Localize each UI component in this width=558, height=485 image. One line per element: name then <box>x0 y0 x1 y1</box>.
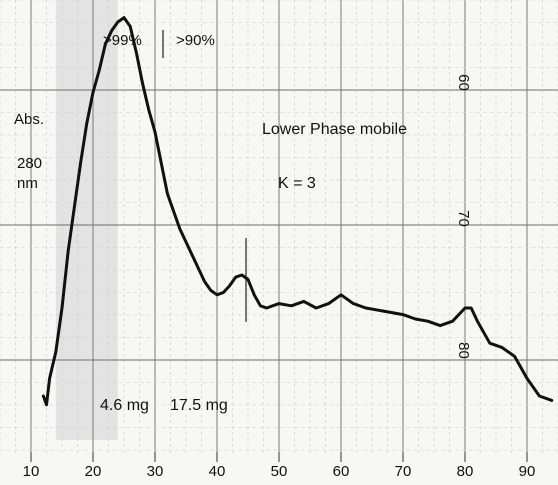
k-value-label: K = 3 <box>278 175 316 192</box>
absorbance-trace <box>41 16 554 407</box>
mass-left-label: 4.6 mg <box>100 397 149 414</box>
secondary-scale-70: 70 <box>454 210 472 227</box>
x-tick-label-30: 30 <box>146 463 164 480</box>
x-tick-label-40: 40 <box>208 463 226 480</box>
shaded-region <box>55 0 118 440</box>
x-tick-label-90: 90 <box>518 463 536 480</box>
mass-right-label: 17.5 mg <box>170 397 228 414</box>
tick-marks <box>30 452 528 462</box>
ylabel-line2: 280 <box>17 155 43 172</box>
purity-right-label: >90% <box>176 32 215 49</box>
ylabel: Abs. <box>14 111 45 128</box>
x-tick-label-80: 80 <box>456 463 474 480</box>
x-tick-label-20: 20 <box>84 463 102 480</box>
x-tick-label-70: 70 <box>394 463 412 480</box>
ylabel-line3: nm <box>17 175 38 192</box>
x-tick-label-60: 60 <box>332 463 350 480</box>
purity-left-label: >99% <box>103 32 142 49</box>
x-tick-label-50: 50 <box>270 463 288 480</box>
x-tick-label-10: 10 <box>22 463 40 480</box>
secondary-scale-80: 80 <box>454 342 472 359</box>
secondary-scale-60: 60 <box>454 74 472 91</box>
phase-label: Lower Phase mobile <box>262 121 407 138</box>
